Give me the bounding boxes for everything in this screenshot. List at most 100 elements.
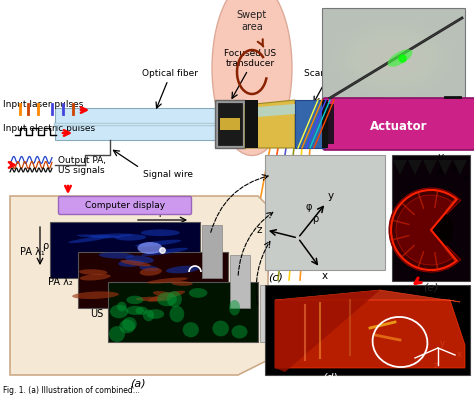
Ellipse shape <box>110 305 128 318</box>
Polygon shape <box>78 252 228 308</box>
Text: US: US <box>90 309 103 319</box>
Polygon shape <box>215 100 245 148</box>
Ellipse shape <box>99 252 134 259</box>
Text: y: y <box>328 191 334 201</box>
Polygon shape <box>295 100 325 148</box>
Polygon shape <box>275 290 460 302</box>
Ellipse shape <box>72 291 119 299</box>
FancyBboxPatch shape <box>265 285 470 375</box>
Text: Input laser pulses: Input laser pulses <box>3 100 83 109</box>
Text: ρ: ρ <box>42 241 48 251</box>
Wedge shape <box>396 195 454 265</box>
Text: ρ: ρ <box>396 156 402 165</box>
Ellipse shape <box>231 325 247 338</box>
Text: φ: φ <box>306 202 312 212</box>
Ellipse shape <box>127 296 144 304</box>
Text: z: z <box>256 225 262 235</box>
Wedge shape <box>389 188 461 272</box>
Ellipse shape <box>122 317 137 331</box>
FancyBboxPatch shape <box>323 98 474 150</box>
Text: Signal wire: Signal wire <box>143 170 193 179</box>
Text: Actuator: Actuator <box>370 119 428 132</box>
Ellipse shape <box>80 274 110 280</box>
Ellipse shape <box>148 290 185 302</box>
Ellipse shape <box>115 234 146 241</box>
Ellipse shape <box>135 240 181 247</box>
Polygon shape <box>245 104 295 118</box>
Polygon shape <box>325 104 334 144</box>
Ellipse shape <box>117 302 127 312</box>
FancyBboxPatch shape <box>58 196 191 215</box>
Text: (b): (b) <box>385 112 401 122</box>
Polygon shape <box>218 103 242 145</box>
Polygon shape <box>438 160 452 175</box>
FancyBboxPatch shape <box>322 8 465 108</box>
Ellipse shape <box>126 306 144 315</box>
Ellipse shape <box>77 235 121 238</box>
Text: PA λ₂: PA λ₂ <box>48 277 73 287</box>
Polygon shape <box>260 285 272 342</box>
FancyBboxPatch shape <box>392 155 470 281</box>
Ellipse shape <box>167 291 182 307</box>
Ellipse shape <box>120 260 151 267</box>
Polygon shape <box>453 160 467 175</box>
Ellipse shape <box>137 242 163 254</box>
Ellipse shape <box>170 306 184 322</box>
Polygon shape <box>108 282 258 342</box>
Ellipse shape <box>140 268 162 276</box>
Text: Computer display: Computer display <box>85 201 165 211</box>
Text: PA λ₁: PA λ₁ <box>20 247 45 257</box>
Ellipse shape <box>141 229 180 236</box>
FancyBboxPatch shape <box>265 155 385 270</box>
Ellipse shape <box>79 269 108 275</box>
Text: φ: φ <box>157 207 163 217</box>
Polygon shape <box>202 225 222 278</box>
Ellipse shape <box>166 266 200 273</box>
Ellipse shape <box>229 300 240 316</box>
Ellipse shape <box>141 248 188 256</box>
Text: Focused US
transducer: Focused US transducer <box>224 49 276 68</box>
Polygon shape <box>220 118 240 130</box>
Ellipse shape <box>119 320 135 333</box>
Text: Output PA,
US signals: Output PA, US signals <box>58 156 106 176</box>
Text: (c): (c) <box>268 272 283 282</box>
Text: Input electric pulses: Input electric pulses <box>3 124 95 133</box>
Ellipse shape <box>143 309 154 321</box>
Polygon shape <box>245 100 295 148</box>
Ellipse shape <box>118 259 144 267</box>
Ellipse shape <box>136 306 148 315</box>
Text: Swept
area: Swept area <box>237 10 267 32</box>
Ellipse shape <box>388 49 412 67</box>
Text: (d): (d) <box>322 373 338 383</box>
Ellipse shape <box>182 322 199 337</box>
Ellipse shape <box>171 281 192 286</box>
Polygon shape <box>55 108 220 140</box>
Text: ρ: ρ <box>312 214 318 224</box>
Text: z: z <box>434 361 438 370</box>
Text: (e): (e) <box>423 283 439 293</box>
Ellipse shape <box>68 236 110 243</box>
Polygon shape <box>408 160 422 175</box>
Ellipse shape <box>89 233 133 238</box>
Wedge shape <box>409 208 453 252</box>
Ellipse shape <box>157 292 177 306</box>
Text: φ: φ <box>452 163 458 172</box>
Ellipse shape <box>212 0 292 156</box>
Text: y: y <box>437 152 443 162</box>
Text: (a): (a) <box>130 378 146 388</box>
Polygon shape <box>230 255 250 308</box>
Text: x: x <box>322 271 328 281</box>
Text: (b): (b) <box>444 110 460 120</box>
Polygon shape <box>322 100 328 148</box>
Text: Fig. 1. (a) Illustration of combined...: Fig. 1. (a) Illustration of combined... <box>3 386 140 395</box>
Text: x: x <box>457 350 462 359</box>
Polygon shape <box>50 222 200 278</box>
Polygon shape <box>275 290 380 372</box>
Polygon shape <box>275 300 465 368</box>
Ellipse shape <box>153 291 175 297</box>
Ellipse shape <box>147 278 188 284</box>
Ellipse shape <box>125 255 154 263</box>
Ellipse shape <box>189 288 208 298</box>
Text: x: x <box>462 174 468 184</box>
Polygon shape <box>10 196 268 375</box>
